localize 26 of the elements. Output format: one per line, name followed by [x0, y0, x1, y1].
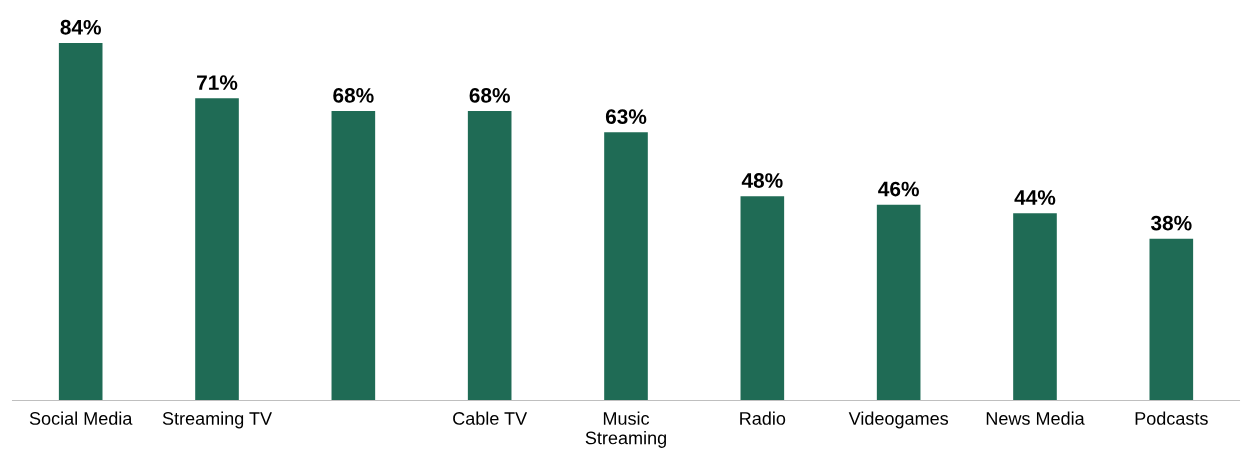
x-tick-label: Music Streaming — [585, 411, 666, 448]
x-tick-label: Videogames — [848, 411, 949, 429]
data-label: 84% — [60, 19, 101, 35]
data-label: 48% — [741, 173, 783, 188]
x-tick-label: Social Media — [29, 411, 133, 425]
bar — [467, 111, 512, 401]
x-tick-label: Radio — [740, 411, 786, 425]
x-tick-label: Streaming TV — [162, 411, 272, 429]
bar — [58, 42, 103, 401]
bar — [331, 111, 376, 401]
data-label: 46% — [878, 181, 919, 197]
data-label: 44% — [1014, 190, 1056, 205]
data-label: 68% — [469, 87, 510, 103]
bar — [1149, 238, 1194, 401]
data-label: 38% — [1150, 215, 1192, 231]
data-label: 63% — [605, 109, 647, 125]
bar — [876, 204, 921, 401]
bar — [740, 196, 785, 401]
x-tick-label: Cable TV — [453, 411, 528, 425]
data-label: 71% — [197, 75, 238, 90]
x-tick-label: News Media — [986, 411, 1085, 425]
bar — [604, 132, 648, 401]
bar — [1013, 213, 1057, 401]
bar — [195, 98, 239, 401]
data-label: 68% — [333, 87, 374, 103]
x-tick-label: Podcasts — [1135, 411, 1208, 425]
